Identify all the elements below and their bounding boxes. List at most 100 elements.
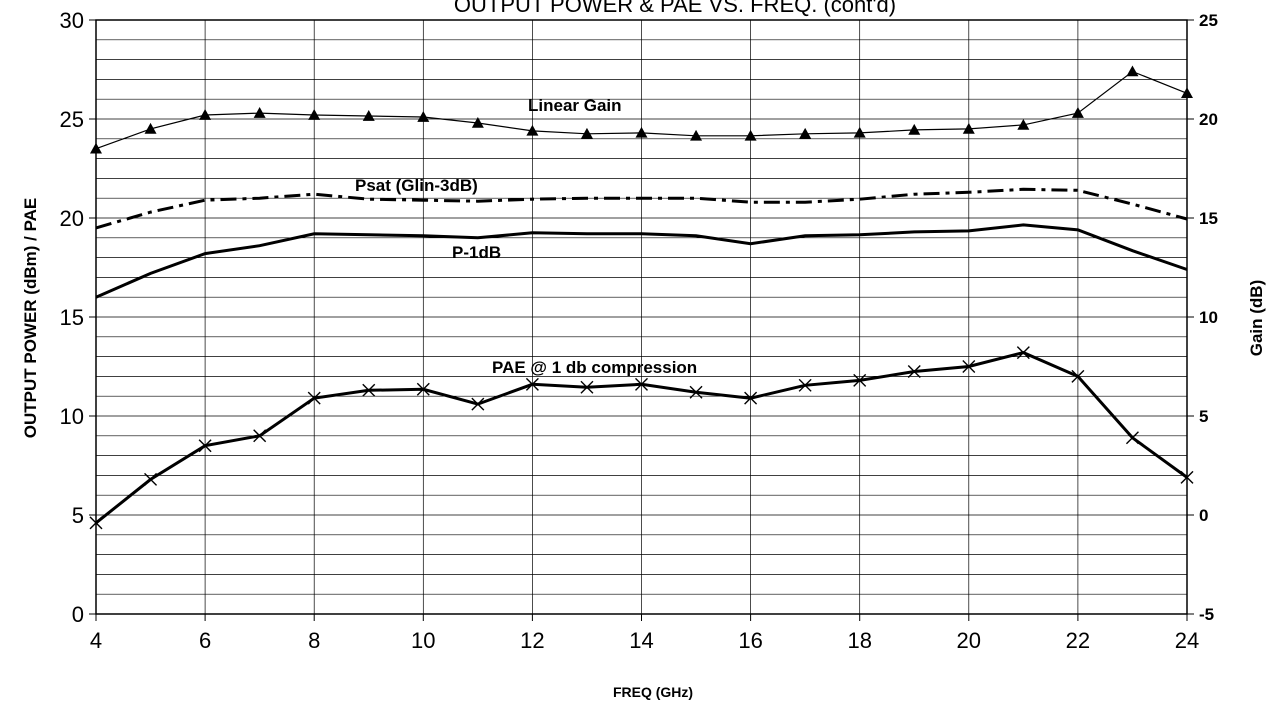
series-line: [95, 223, 1188, 299]
x-tick-label: 18: [847, 628, 871, 653]
data-point: [362, 110, 375, 121]
data-point: [908, 123, 921, 135]
data-point: [1017, 118, 1030, 130]
data-point: [744, 391, 758, 405]
data-point: [580, 127, 593, 139]
series-p-1db: [95, 223, 1188, 299]
data-point: [798, 378, 812, 392]
marker-stroke: [1071, 369, 1085, 383]
marker-stroke: [635, 377, 648, 391]
marker-stroke: [362, 383, 376, 397]
marker-stroke: [798, 378, 812, 392]
y2-axis-title: Gain (dB): [1247, 280, 1266, 357]
y-tick-label: 5: [72, 503, 84, 528]
data-point: [526, 124, 539, 136]
series-layer: [89, 65, 1194, 530]
marker-stroke: [744, 391, 758, 405]
label-p1db: P-1dB: [452, 243, 501, 262]
y2-axis-ticks: -5 0 5 10 15 20 25: [1187, 11, 1218, 624]
marker-stroke: [962, 360, 976, 373]
y-tick-label: 25: [60, 107, 84, 132]
data-point: [1016, 346, 1030, 360]
label-pae: PAE @ 1 db compression: [492, 358, 697, 377]
data-point: [416, 382, 430, 396]
x-axis-ticks: 4 6 8 10 12 14 16 18 20 22 24: [90, 614, 1199, 653]
data-point: [144, 472, 158, 486]
x-tick-label: 6: [199, 628, 211, 653]
data-point: [690, 129, 703, 141]
y-tick-label: 15: [60, 305, 84, 330]
x-axis-title: FREQ (GHz): [613, 684, 693, 700]
x-tick-label: 20: [957, 628, 981, 653]
y2-tick-label: 0: [1199, 506, 1208, 525]
series-psat-glin-3db: [95, 187, 1188, 230]
data-point: [471, 116, 484, 128]
data-point: [689, 385, 703, 399]
y-tick-label: 30: [60, 8, 84, 33]
data-point: [199, 109, 212, 120]
data-point: [362, 383, 376, 397]
y-axis-ticks: 0 5 10 15 20 25 30: [60, 8, 96, 627]
data-point: [1125, 431, 1139, 445]
series-pae-1-db-compression: [89, 346, 1194, 530]
x-tick-label: 10: [411, 628, 435, 653]
y2-tick-label: 15: [1199, 209, 1218, 228]
marker-stroke: [907, 364, 921, 378]
y2-tick-label: -5: [1199, 605, 1214, 624]
y-tick-label: 10: [60, 404, 84, 429]
marker-stroke: [1180, 470, 1194, 484]
marker-stroke: [689, 385, 703, 399]
series-linear-gain: [90, 65, 1193, 154]
marker-stroke: [416, 382, 430, 396]
x-tick-label: 22: [1066, 628, 1090, 653]
data-point: [635, 377, 648, 391]
data-point: [907, 364, 921, 378]
y-tick-label: 20: [60, 206, 84, 231]
marker-stroke: [89, 516, 103, 530]
data-point: [253, 429, 267, 443]
x-tick-label: 4: [90, 628, 102, 653]
data-point: [853, 126, 866, 138]
data-point: [471, 397, 485, 411]
y2-tick-label: 20: [1199, 110, 1218, 129]
data-point: [580, 380, 594, 394]
chart-title: OUTPUT POWER & PAE VS. FREQ. (cont'd): [454, 0, 896, 17]
data-point: [417, 111, 430, 122]
data-point: [1126, 65, 1139, 77]
data-point: [635, 126, 648, 138]
label-psat: Psat (Glin-3dB): [355, 176, 478, 195]
data-point: [799, 127, 812, 139]
y-tick-label: 0: [72, 602, 84, 627]
data-point: [198, 439, 212, 453]
data-point: [1181, 87, 1193, 99]
x-tick-label: 24: [1175, 628, 1199, 653]
marker-stroke: [525, 377, 539, 391]
y2-tick-label: 10: [1199, 308, 1218, 327]
x-tick-label: 8: [308, 628, 320, 653]
data-point: [744, 129, 757, 141]
data-point: [1071, 107, 1084, 118]
marker-stroke: [1016, 346, 1030, 360]
marker-stroke: [853, 373, 867, 387]
data-point: [89, 516, 103, 530]
marker-stroke: [1125, 431, 1139, 445]
marker-stroke: [198, 439, 212, 453]
data-point: [962, 360, 976, 373]
data-point: [144, 122, 157, 134]
marker-stroke: [307, 391, 321, 405]
label-linear-gain: Linear Gain: [528, 96, 622, 115]
marker-stroke: [471, 397, 485, 411]
x-tick-label: 12: [520, 628, 544, 653]
marker-stroke: [144, 472, 158, 486]
series-line: [95, 187, 1188, 230]
data-point: [307, 391, 321, 405]
y2-tick-label: 5: [1199, 407, 1208, 426]
data-point: [1180, 470, 1194, 484]
data-point: [253, 107, 266, 118]
data-point: [525, 377, 539, 391]
data-point: [853, 373, 867, 387]
x-tick-label: 14: [629, 628, 653, 653]
plot-grid: [96, 20, 1187, 614]
y-axis-title: OUTPUT POWER (dBm) / PAE: [21, 198, 40, 439]
